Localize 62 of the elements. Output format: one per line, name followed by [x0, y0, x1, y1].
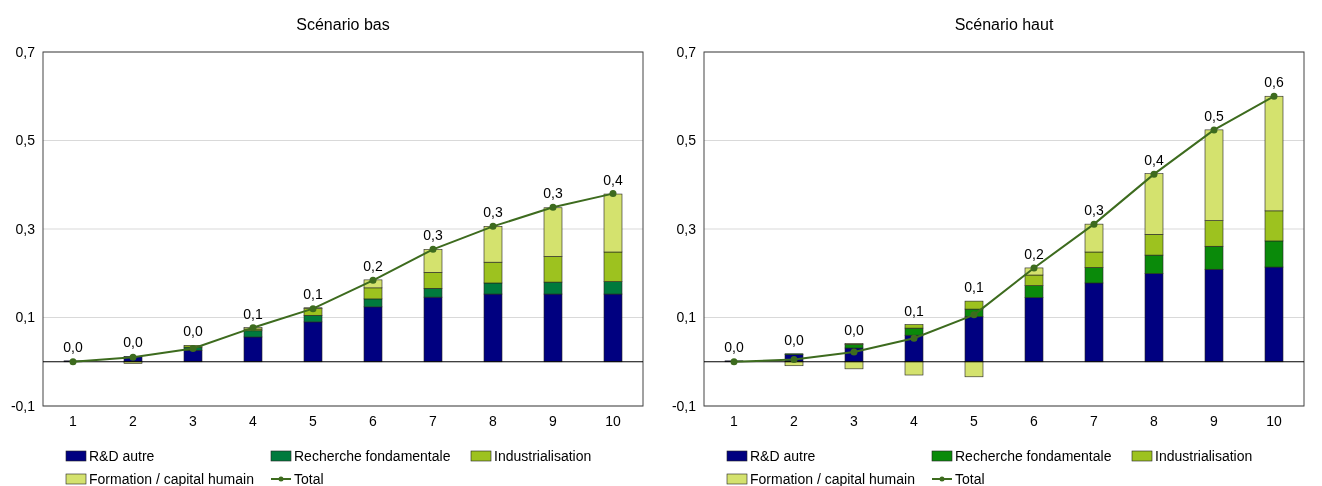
legend-label: Total [955, 470, 985, 486]
data-label: 0,3 [483, 204, 503, 221]
data-label: 0,1 [243, 305, 263, 322]
data-label: 0,0 [183, 323, 203, 340]
x-tick-label: 6 [369, 413, 378, 429]
data-label: 0,3 [1084, 202, 1104, 219]
x-tick-label: 9 [549, 413, 558, 429]
data-label: 0,3 [423, 227, 443, 244]
data-label: 0,4 [603, 171, 623, 188]
y-tick-label: 0,5 [676, 132, 697, 149]
x-tick-label: 5 [309, 413, 318, 429]
x-tick-label: 10 [605, 413, 621, 429]
legend-label: Industrialisation [494, 447, 592, 464]
data-label: 0,0 [844, 321, 864, 338]
x-tick-label: 1 [730, 413, 739, 429]
chart-title: Scénario haut [954, 16, 1054, 33]
x-tick-label: 4 [249, 413, 258, 429]
x-tick-label: 2 [790, 413, 799, 429]
data-label: 0,4 [1144, 151, 1164, 168]
x-tick-label: 3 [189, 413, 198, 429]
x-tick-label: 8 [489, 413, 498, 429]
legend-label: Recherche fondamentale [294, 447, 451, 464]
y-tick-label: 0,1 [676, 309, 697, 326]
y-tick-label: -0,1 [10, 397, 36, 414]
x-tick-label: 7 [1090, 413, 1099, 429]
y-tick-label: 0,7 [15, 43, 36, 60]
x-tick-label: 10 [1266, 413, 1282, 429]
data-label: 0,5 [1204, 107, 1224, 124]
legend-label: Total [294, 470, 324, 486]
data-label: 0,1 [303, 285, 323, 302]
chart-title: Scénario bas [296, 16, 390, 33]
x-tick-label: 7 [429, 413, 438, 429]
y-tick-label: 0,3 [676, 220, 697, 237]
data-label: 0,3 [543, 185, 563, 202]
y-tick-label: 0,1 [15, 309, 36, 326]
data-label: 0,6 [1264, 74, 1284, 91]
x-tick-label: 5 [970, 413, 979, 429]
x-tick-label: 1 [69, 413, 78, 429]
data-label: 0,0 [123, 334, 143, 351]
legend-label: Formation / capital humain [750, 470, 915, 486]
data-label: 0,1 [904, 302, 924, 319]
x-tick-label: 4 [910, 413, 919, 429]
x-tick-label: 6 [1030, 413, 1039, 429]
y-tick-label: -0,1 [671, 397, 697, 414]
x-tick-label: 8 [1150, 413, 1159, 429]
legend-label: Recherche fondamentale [955, 447, 1112, 464]
data-label: 0,2 [1024, 245, 1044, 262]
data-label: 0,0 [724, 338, 744, 355]
data-label: 0,0 [63, 338, 83, 355]
x-tick-label: 9 [1210, 413, 1219, 429]
legend-label: R&D autre [89, 447, 155, 464]
legend-label: R&D autre [750, 447, 816, 464]
y-tick-label: 0,3 [15, 220, 36, 237]
legend-label: Formation / capital humain [89, 470, 254, 486]
data-label: 0,0 [784, 331, 804, 348]
data-label: 0,2 [363, 257, 383, 274]
y-tick-label: 0,7 [676, 43, 697, 60]
y-tick-label: 0,5 [15, 132, 36, 149]
data-label: 0,1 [964, 279, 984, 296]
x-tick-label: 2 [129, 413, 138, 429]
x-tick-label: 3 [850, 413, 859, 429]
legend-label: Industrialisation [1155, 447, 1253, 464]
